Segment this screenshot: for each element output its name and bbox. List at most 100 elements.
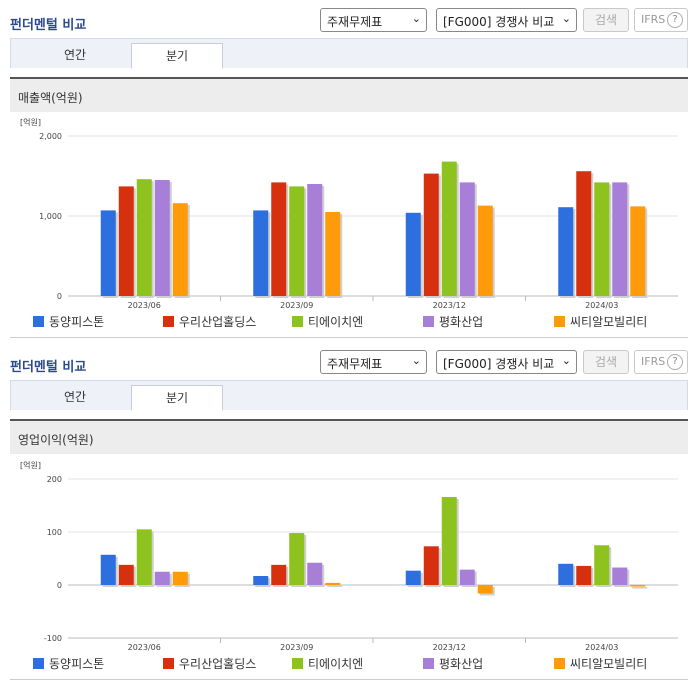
ifrs-label: IFRS <box>641 13 666 26</box>
x-tick-label: 2024/03 <box>585 643 618 652</box>
legend-item[interactable]: 씨티알모빌리티 <box>554 655 647 673</box>
legend-swatch <box>554 658 565 669</box>
search-button[interactable]: 검색 <box>583 350 629 374</box>
bar[interactable] <box>271 564 287 585</box>
legend-swatch <box>554 316 565 327</box>
bar[interactable] <box>630 585 646 587</box>
legend-item[interactable]: 동양피스톤 <box>33 313 104 331</box>
bar[interactable] <box>459 182 475 296</box>
bar[interactable] <box>477 205 493 296</box>
legend-item[interactable]: 우리산업홀딩스 <box>163 655 256 673</box>
legend-swatch <box>163 316 174 327</box>
bar[interactable] <box>289 186 305 296</box>
ifrs-help-button[interactable]: IFRS ? <box>634 8 688 32</box>
tab-annual[interactable]: 연간 <box>63 390 87 404</box>
bar[interactable] <box>441 497 457 585</box>
bar[interactable] <box>253 575 269 585</box>
bar[interactable] <box>307 184 323 296</box>
search-button[interactable]: 검색 <box>583 8 629 32</box>
bar[interactable] <box>423 546 439 585</box>
panel-header: 펀더멘털 비교 주재무제표 ⌄ [FG000] 경쟁사 비교 ⌄ 검색 IFRS… <box>0 0 696 38</box>
bar[interactable] <box>594 182 610 296</box>
x-tick-label: 2023/09 <box>280 643 313 652</box>
x-tick-label: 2023/06 <box>128 301 161 310</box>
operating-profit-chart: [억원] -100 0 100 200 2023/06 2023/09 2023/12 2024… <box>20 460 678 652</box>
tab-quarterly[interactable]: 분기 <box>131 43 223 69</box>
bar[interactable] <box>405 212 421 296</box>
chart-legend: 동양피스톤 우리산업홀딩스 티에이치엔 평화산업 씨티알모빌리티 <box>0 313 696 331</box>
bar[interactable] <box>558 563 574 585</box>
legend-item[interactable]: 평화산업 <box>423 655 483 673</box>
peer-select[interactable]: [FG000] 경쟁사 비교 ⌄ <box>436 350 577 374</box>
chart-subtitle-bar: 영업이익(억원) <box>10 421 688 454</box>
x-tick-label: 2023/12 <box>433 643 466 652</box>
bar[interactable] <box>289 533 305 585</box>
unit-label: [억원] <box>20 460 41 470</box>
bar[interactable] <box>307 562 323 585</box>
bar[interactable] <box>558 207 574 296</box>
chevron-down-icon: ⌄ <box>561 12 571 25</box>
x-tick-label: 2023/12 <box>433 301 466 310</box>
legend-label: 티에이치엔 <box>308 657 364 671</box>
bar[interactable] <box>271 182 287 296</box>
legend-item[interactable]: 씨티알모빌리티 <box>554 313 647 331</box>
bar[interactable] <box>576 171 592 296</box>
bar[interactable] <box>136 529 152 585</box>
legend-label: 씨티알모빌리티 <box>570 315 648 329</box>
ifrs-help-button[interactable]: IFRS ? <box>634 350 688 374</box>
legend-item[interactable]: 동양피스톤 <box>33 655 104 673</box>
bar[interactable] <box>441 161 457 296</box>
legend-item[interactable]: 우리산업홀딩스 <box>163 313 256 331</box>
bar[interactable] <box>594 545 610 585</box>
tab-annual[interactable]: 연간 <box>63 48 87 62</box>
bar[interactable] <box>325 582 341 585</box>
panel-title: 펀더멘털 비교 <box>10 18 87 33</box>
legend-swatch <box>423 316 434 327</box>
question-icon: ? <box>667 354 683 370</box>
bar[interactable] <box>118 186 134 296</box>
legend-swatch <box>33 316 44 327</box>
bar[interactable] <box>459 569 475 585</box>
y-tick-label: -100 <box>44 634 62 643</box>
statement-select[interactable]: 주재무제표 ⌄ <box>320 8 427 32</box>
peer-select-value: [FG000] 경쟁사 비교 <box>443 357 555 371</box>
legend-item[interactable]: 티에이치엔 <box>292 313 363 331</box>
legend-item[interactable]: 평화산업 <box>423 313 483 331</box>
statement-select-value: 주재무제표 <box>327 357 383 371</box>
bar[interactable] <box>172 571 188 585</box>
tab-quarterly[interactable]: 분기 <box>131 385 223 411</box>
legend-swatch <box>292 316 303 327</box>
bar[interactable] <box>405 570 421 585</box>
legend-item[interactable]: 티에이치엔 <box>292 655 363 673</box>
bar[interactable] <box>136 179 152 296</box>
bar[interactable] <box>172 203 188 296</box>
bar[interactable] <box>100 554 116 585</box>
legend-label: 티에이치엔 <box>308 315 364 329</box>
panel-title: 펀더멘털 비교 <box>10 360 87 375</box>
y-tick-label: 2,000 <box>39 132 62 141</box>
bar[interactable] <box>423 173 439 296</box>
legend-label: 동양피스톤 <box>49 315 105 329</box>
bar[interactable] <box>630 206 646 296</box>
y-tick-label: 0 <box>57 292 62 301</box>
chart-subtitle-bar: 매출액(억원) <box>10 79 688 112</box>
bar[interactable] <box>253 210 269 296</box>
bar[interactable] <box>100 210 116 296</box>
chart-subtitle: 영업이익(억원) <box>18 433 94 447</box>
bar[interactable] <box>477 585 493 594</box>
bar[interactable] <box>154 180 170 296</box>
bar[interactable] <box>325 212 341 296</box>
bar[interactable] <box>154 571 170 585</box>
legend-swatch <box>423 658 434 669</box>
bar[interactable] <box>118 564 134 585</box>
panel-header: 펀더멘털 비교 주재무제표 ⌄ [FG000] 경쟁사 비교 ⌄ 검색 IFRS… <box>0 342 696 380</box>
divider <box>10 337 688 338</box>
peer-select[interactable]: [FG000] 경쟁사 비교 ⌄ <box>436 8 577 32</box>
revenue-chart: [억원] 0 1,000 2,000 2023/06 2023/09 2023/12 2024… <box>20 117 678 310</box>
chart-legend: 동양피스톤 우리산업홀딩스 티에이치엔 평화산업 씨티알모빌리티 <box>0 655 696 673</box>
statement-select[interactable]: 주재무제표 ⌄ <box>320 350 427 374</box>
bar[interactable] <box>612 567 628 585</box>
bar[interactable] <box>612 182 628 296</box>
bar[interactable] <box>576 565 592 585</box>
fundamental-panel-2: 펀더멘털 비교 주재무제표 ⌄ [FG000] 경쟁사 비교 ⌄ 검색 IFRS… <box>0 342 696 684</box>
